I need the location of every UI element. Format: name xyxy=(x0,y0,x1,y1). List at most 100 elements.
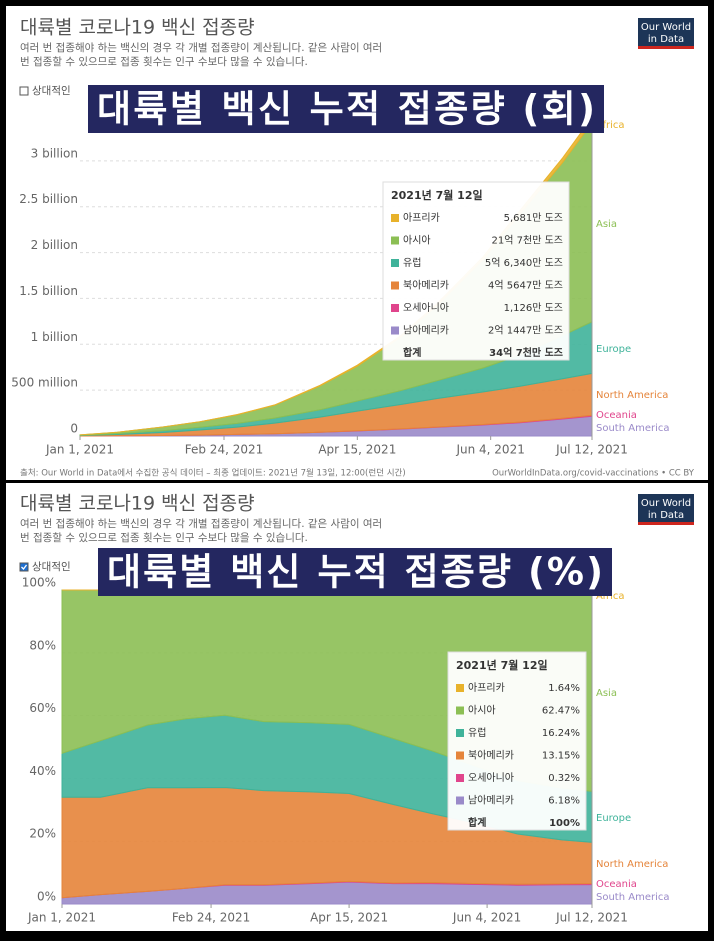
x-tick-label: Jun 4, 2021 xyxy=(455,443,524,457)
tooltip-name: 오세아니아 xyxy=(403,302,449,314)
tooltip-name: 유럽 xyxy=(468,727,486,739)
tooltip-swatch xyxy=(391,259,399,267)
checkmark xyxy=(21,564,28,570)
logo-underline xyxy=(638,522,694,525)
chart-subtitle: 여러 번 접종해야 하는 백신의 경우 각 개별 접종량이 계산됩니다. 같은 … xyxy=(20,41,382,54)
x-tick-label: Jan 1, 2021 xyxy=(45,443,114,457)
tooltip-name: 남아메리카 xyxy=(468,795,514,807)
series-label: Asia xyxy=(596,688,617,699)
checkbox[interactable] xyxy=(19,562,29,572)
tooltip xyxy=(447,651,587,831)
relative-label: 상대적인 xyxy=(32,85,71,97)
logo-text: in Data xyxy=(648,34,684,45)
tooltip-value: 2억 1447만 도즈 xyxy=(488,325,563,337)
tooltip-title: 2021년 7월 12일 xyxy=(456,658,548,672)
tooltip-swatch xyxy=(456,684,464,692)
tooltip-value: 62.47% xyxy=(542,706,580,717)
y-tick-label: 40% xyxy=(29,764,56,778)
y-tick-label: 0% xyxy=(37,890,56,904)
tooltip-name: 유럽 xyxy=(403,257,421,269)
tooltip-swatch xyxy=(391,304,399,312)
tooltip-swatch xyxy=(391,326,399,335)
y-tick-label: 2.5 billion xyxy=(19,192,78,206)
chart-title: 대륙별 코로나19 백신 접종량 xyxy=(20,493,255,515)
x-tick-label: Apr 15, 2021 xyxy=(310,911,388,925)
series-label: South America xyxy=(596,423,670,434)
tooltip-name: 아프리카 xyxy=(468,682,505,694)
y-tick-label: 0 xyxy=(70,422,78,436)
tooltip-name: 오세아니아 xyxy=(468,772,514,784)
logo xyxy=(638,18,694,48)
y-tick-label: 1 billion xyxy=(31,330,78,344)
tooltip-name: 북아메리카 xyxy=(403,280,449,292)
y-tick-label: 100% xyxy=(22,576,56,590)
tooltip-value: 5,681만 도즈 xyxy=(504,212,563,224)
tooltip-value: 6.18% xyxy=(548,796,580,807)
banner-text: 대륙별 백신 누적 접종량 (회) xyxy=(97,88,595,131)
chart-subtitle: 번 접종할 수 있으므로 접종 횟수는 인구 수보다 많을 수 있습니다. xyxy=(20,56,308,68)
tooltip-value: 0.32% xyxy=(548,773,580,784)
relative-label: 상대적인 xyxy=(32,561,71,573)
tooltip-total-value: 34억 7천만 도즈 xyxy=(489,346,563,359)
x-tick-label: Apr 15, 2021 xyxy=(318,443,396,457)
tooltip-swatch xyxy=(391,236,399,245)
x-tick-label: Jul 12, 2021 xyxy=(555,911,628,925)
y-tick-label: 2 billion xyxy=(31,238,78,252)
tooltip-swatch xyxy=(456,751,464,760)
tooltip-swatch xyxy=(456,706,464,715)
tooltip-value: 13.15% xyxy=(542,751,580,762)
tooltip-title: 2021년 7월 12일 xyxy=(391,188,483,202)
series-label: South America xyxy=(596,892,670,903)
tooltip-swatch xyxy=(456,729,464,737)
logo-text: Our World xyxy=(641,498,691,509)
tooltip-name: 남아메리카 xyxy=(403,325,449,337)
series-label: Asia xyxy=(596,219,617,230)
tooltip-value: 5억 6,340만 도즈 xyxy=(485,257,563,269)
tooltip-total-name: 합계 xyxy=(468,816,486,829)
series-label: Oceania xyxy=(596,879,637,890)
logo-text: in Data xyxy=(648,510,684,521)
tooltip-value: 21억 7천만 도즈 xyxy=(492,235,563,247)
logo-underline xyxy=(638,46,694,49)
footer-link: OurWorldInData.org/covid-vaccinations • … xyxy=(492,469,695,479)
tooltip-value: 1.64% xyxy=(548,683,580,694)
banner-text: 대륙별 백신 누적 접종량 (%) xyxy=(107,551,603,594)
tooltip xyxy=(382,181,570,361)
tooltip-name: 아시아 xyxy=(468,705,496,717)
y-tick-label: 3 billion xyxy=(31,146,78,160)
x-tick-label: Jul 12, 2021 xyxy=(555,443,628,457)
logo-text: Our World xyxy=(641,22,691,33)
series-label: Europe xyxy=(596,813,631,824)
y-tick-label: 1.5 billion xyxy=(19,284,78,298)
tooltip-swatch xyxy=(456,796,464,805)
tooltip-name: 아프리카 xyxy=(403,212,440,224)
chart-subtitle: 여러 번 접종해야 하는 백신의 경우 각 개별 접종량이 계산됩니다. 같은 … xyxy=(20,517,382,530)
y-tick-label: 500 million xyxy=(11,376,78,390)
tooltip-value: 16.24% xyxy=(542,728,580,739)
y-tick-label: 20% xyxy=(29,827,56,841)
x-tick-label: Feb 24, 2021 xyxy=(172,911,251,925)
x-tick-label: Jun 4, 2021 xyxy=(452,911,521,925)
y-tick-label: 80% xyxy=(29,638,56,652)
series-label: Oceania xyxy=(596,410,637,421)
tooltip-swatch xyxy=(391,281,399,290)
tooltip-swatch xyxy=(456,774,464,782)
x-tick-label: Feb 24, 2021 xyxy=(185,443,264,457)
tooltip-total-name: 합계 xyxy=(403,346,421,359)
series-label: Europe xyxy=(596,344,631,355)
checkbox[interactable] xyxy=(19,86,29,96)
logo xyxy=(638,494,694,524)
chart-subtitle: 번 접종할 수 있으므로 접종 횟수는 인구 수보다 많을 수 있습니다. xyxy=(20,532,308,544)
series-label: Africa xyxy=(596,120,625,131)
y-tick-label: 60% xyxy=(29,701,56,715)
series-label: North America xyxy=(596,390,668,401)
x-tick-label: Jan 1, 2021 xyxy=(27,911,96,925)
tooltip-name: 아시아 xyxy=(403,235,431,247)
tooltip-name: 북아메리카 xyxy=(468,750,514,762)
series-label: Africa xyxy=(596,591,625,602)
tooltip-value: 1,126만 도즈 xyxy=(504,302,563,314)
tooltip-swatch xyxy=(391,214,399,222)
tooltip-value: 4억 5647만 도즈 xyxy=(488,280,563,292)
